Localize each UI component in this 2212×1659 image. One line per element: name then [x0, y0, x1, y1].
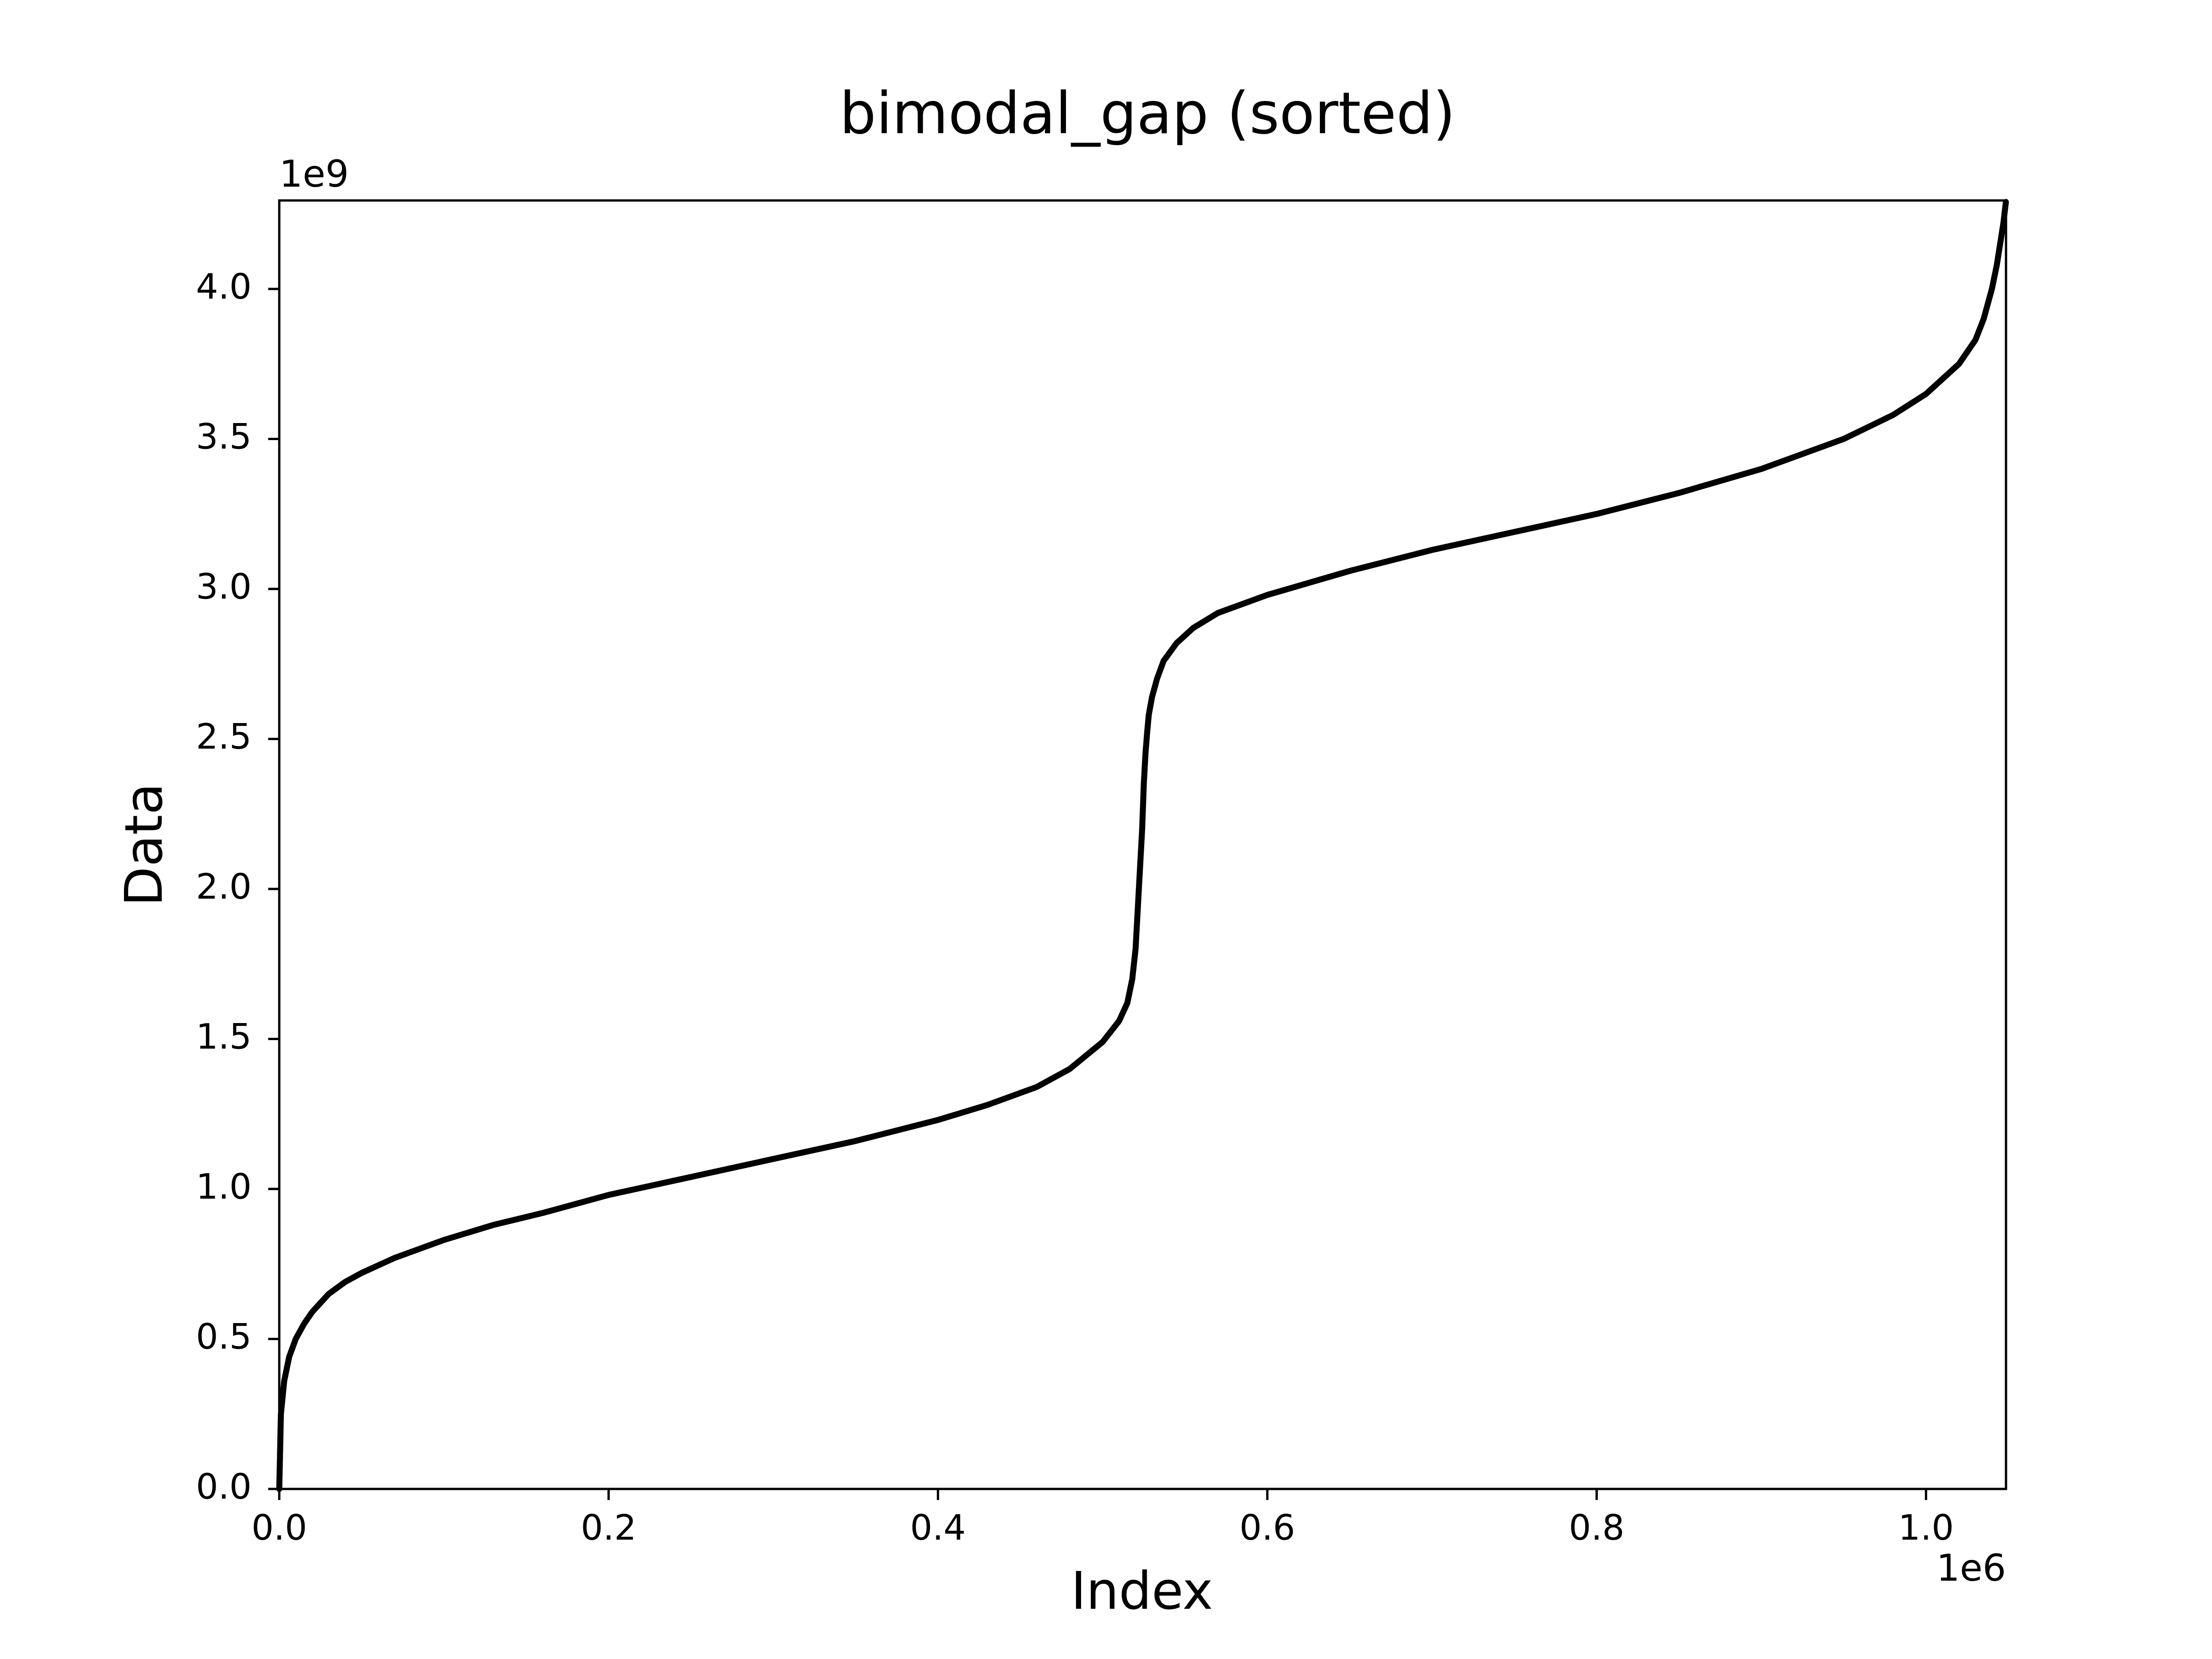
x-axis-label: Index	[1071, 1561, 1213, 1621]
y-tick-label: 2.0	[196, 866, 252, 907]
y-axis-offset-label: 1e9	[279, 153, 349, 195]
x-tick-label: 0.6	[1240, 1507, 1295, 1548]
axes-frame	[278, 199, 2007, 1490]
x-tick-label: 0.2	[581, 1507, 636, 1548]
x-tick-label: 0.4	[910, 1507, 966, 1548]
y-tick-label: 3.0	[196, 566, 252, 607]
y-axis-ticks: 0.0 0.5 1.0 1.5 2.0 2.5 3.0 3.5 4.0	[196, 266, 279, 1507]
y-tick-label: 0.5	[196, 1316, 252, 1357]
x-tick-label: 0.8	[1569, 1507, 1624, 1548]
series-line	[276, 199, 2009, 1492]
chart-title: bimodal_gap (sorted)	[840, 80, 1455, 147]
x-tick-label: 1.0	[1898, 1507, 1954, 1548]
y-tick-label: 3.5	[196, 416, 252, 457]
plot-area	[276, 199, 2009, 1492]
y-axis-label: Data	[114, 783, 174, 906]
x-tick-label: 0.0	[252, 1507, 307, 1548]
y-tick-label: 1.0	[196, 1166, 252, 1207]
y-tick-label: 0.0	[196, 1466, 252, 1507]
x-axis-offset-label: 1e6	[1936, 1547, 2006, 1589]
y-tick-label: 2.5	[196, 716, 252, 757]
x-axis-ticks: 0.0 0.2 0.4 0.6 0.8 1.0	[252, 1489, 1954, 1548]
y-tick-label: 4.0	[196, 266, 252, 307]
y-tick-label: 1.5	[196, 1016, 252, 1057]
